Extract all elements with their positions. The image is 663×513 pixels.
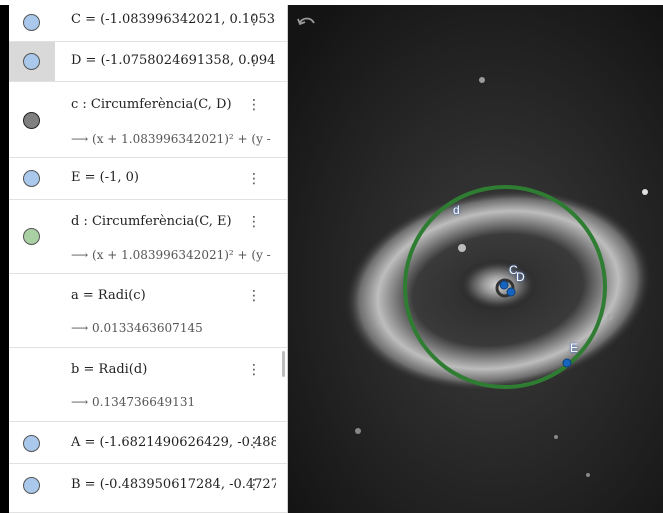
visibility-toggle-D[interactable] <box>23 53 40 70</box>
algebra-row-c[interactable]: c : Circumferència(C, D) ⟶ (x + 1.083996… <box>9 82 287 158</box>
algebra-view: C = (-1.083996342021, 0.105389799 ⋮ D = … <box>9 5 288 513</box>
expression-d[interactable]: d : Circumferència(C, E) <box>71 214 232 229</box>
algebra-row-E[interactable]: E = (-1, 0) ⋮ <box>9 158 287 200</box>
marble-cell <box>9 200 55 273</box>
undo-icon[interactable] <box>296 14 318 30</box>
output-b: ⟶ 0.134736649131 <box>71 395 196 409</box>
more-menu-icon[interactable]: ⋮ <box>247 288 261 304</box>
expression-E[interactable]: E = (-1, 0) <box>71 170 139 185</box>
label-D: D <box>516 270 525 284</box>
algebra-row-B[interactable]: B = (-0.483950617284, -0.4727389 ⋮ <box>9 464 287 513</box>
output-a: ⟶ 0.0133463607145 <box>71 321 203 335</box>
point-D[interactable] <box>506 287 516 297</box>
galaxy-background-image <box>288 5 663 513</box>
expression-c[interactable]: c : Circumferència(C, D) <box>71 97 232 112</box>
marble-cell <box>9 158 55 199</box>
algebra-row-d[interactable]: d : Circumferència(C, E) ⟶ (x + 1.083996… <box>9 200 287 274</box>
marble-cell <box>9 42 55 81</box>
expression-a[interactable]: a = Radi(c) <box>71 288 146 303</box>
more-menu-icon[interactable]: ⋮ <box>247 97 261 113</box>
marble-cell <box>9 422 55 463</box>
visibility-toggle-A[interactable] <box>23 435 40 452</box>
visibility-toggle-c[interactable] <box>23 112 40 129</box>
algebra-row-C[interactable]: C = (-1.083996342021, 0.105389799 ⋮ <box>9 5 287 42</box>
more-menu-icon[interactable]: ⋮ <box>247 362 261 378</box>
label-C: C <box>509 263 518 277</box>
algebra-row-a[interactable]: a = Radi(c) ⟶ 0.0133463607145 ⋮ <box>9 274 287 348</box>
expression-A[interactable]: A = (-1.6821490626429, -0.4882910 <box>71 435 276 450</box>
more-menu-icon[interactable]: ⋮ <box>247 477 261 493</box>
circle-d[interactable] <box>403 185 607 389</box>
visibility-toggle-B[interactable] <box>23 477 40 494</box>
window-top-edge <box>0 0 663 5</box>
marble-cell <box>9 464 55 512</box>
expression-C[interactable]: C = (-1.083996342021, 0.105389799 <box>71 12 276 27</box>
algebra-scrollbar[interactable] <box>282 351 285 377</box>
more-menu-icon[interactable]: ⋮ <box>247 12 261 28</box>
expression-b[interactable]: b = Radi(d) <box>71 362 148 377</box>
point-C[interactable] <box>499 280 509 290</box>
marble-cell <box>9 82 55 157</box>
visibility-toggle-d[interactable] <box>23 228 40 245</box>
algebra-row-b[interactable]: b = Radi(d) ⟶ 0.134736649131 ⋮ <box>9 348 287 422</box>
more-menu-icon[interactable]: ⋮ <box>247 171 261 187</box>
algebra-row-A[interactable]: A = (-1.6821490626429, -0.4882910 ⋮ <box>9 422 287 464</box>
point-E[interactable] <box>562 358 572 368</box>
expression-D[interactable]: D = (-1.0758024691358, 0.0948148 <box>71 53 276 68</box>
visibility-toggle-C[interactable] <box>23 14 40 31</box>
more-menu-icon[interactable]: ⋮ <box>247 435 261 451</box>
output-c: ⟶ (x + 1.083996342021)² + (y - <box>71 132 271 146</box>
label-E: E <box>570 341 579 355</box>
visibility-toggle-E[interactable] <box>23 170 40 187</box>
graphics-view[interactable]: d C D E <box>288 5 663 513</box>
expression-B[interactable]: B = (-0.483950617284, -0.4727389 <box>71 477 276 492</box>
output-d: ⟶ (x + 1.083996342021)² + (y - <box>71 248 271 262</box>
algebra-row-D[interactable]: D = (-1.0758024691358, 0.0948148 ⋮ <box>9 42 287 82</box>
more-menu-icon[interactable]: ⋮ <box>247 214 261 230</box>
label-d: d <box>453 203 460 217</box>
more-menu-icon[interactable]: ⋮ <box>247 53 261 69</box>
marble-cell <box>9 5 55 41</box>
